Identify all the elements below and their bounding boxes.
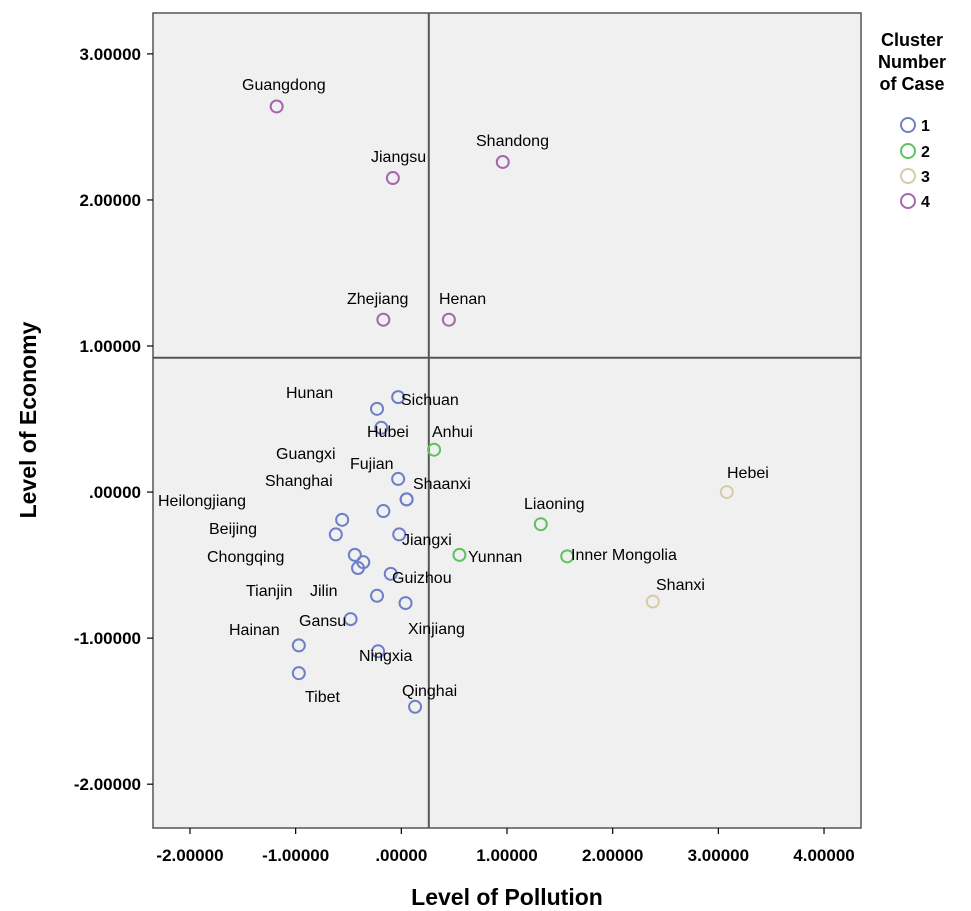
point-label: Inner Mongolia xyxy=(571,547,677,564)
data-point-tibet xyxy=(291,666,306,681)
x-tick-label: -1.00000 xyxy=(262,846,329,865)
data-point-tianjin xyxy=(351,561,366,576)
point-label: Guangdong xyxy=(242,77,326,94)
data-point-sichuan xyxy=(391,390,406,405)
data-point-jiangxi xyxy=(392,527,407,542)
x-tick-label: -2.00000 xyxy=(156,846,223,865)
x-tick-label: 3.00000 xyxy=(688,846,749,865)
data-point-guangxi xyxy=(391,471,406,486)
y-axis-ticks: 3.00000 2.00000 1.00000 .00000 -1.00000 -2.00… xyxy=(74,45,153,794)
point-label: Shaanxi xyxy=(413,476,471,493)
x-tick-label: 4.00000 xyxy=(793,846,854,865)
legend-marker-1 xyxy=(900,117,916,133)
point-label-tianjin: Tianjin xyxy=(246,583,293,600)
x-axis-title: Level of Pollution xyxy=(411,884,603,910)
data-point-hubei xyxy=(374,420,389,435)
point-label: Beijing xyxy=(209,521,257,538)
y-tick-label: 3.00000 xyxy=(80,45,141,64)
x-tick-label: .00000 xyxy=(375,846,427,865)
data-point-guangdong xyxy=(269,99,284,114)
legend-title-line: Number xyxy=(878,52,946,72)
legend-label: 3 xyxy=(921,169,930,186)
point-label: Xinjiang xyxy=(408,621,465,638)
data-point-henan xyxy=(441,312,456,327)
data-point-hainan xyxy=(291,638,306,653)
point-label: Jilin xyxy=(310,583,338,600)
x-tick-label: 2.00000 xyxy=(582,846,643,865)
point-label: Anhui xyxy=(432,424,473,441)
data-point-hebei xyxy=(719,485,734,500)
y-axis-title: Level of Economy xyxy=(15,321,41,518)
legend-marker-3 xyxy=(900,168,916,184)
point-label: Henan xyxy=(439,291,486,308)
data-point-shanxi xyxy=(645,594,660,609)
data-point-shanghai xyxy=(376,504,391,519)
point-label: Yunnan xyxy=(468,549,522,566)
point-label: Chongqing xyxy=(207,549,284,566)
x-tick-label: 1.00000 xyxy=(476,846,537,865)
data-point-yunnan xyxy=(452,547,467,562)
data-point-hunan xyxy=(370,401,385,416)
point-label: Hubei xyxy=(367,424,409,441)
point-label: Shanxi xyxy=(656,577,705,594)
data-point-liaoning xyxy=(533,517,548,532)
point-label: Guangxi xyxy=(276,446,336,463)
reference-lines xyxy=(153,13,861,828)
legend-label: 4 xyxy=(921,194,930,211)
point-label: Liaoning xyxy=(524,496,585,513)
y-tick-label: .00000 xyxy=(89,483,141,502)
data-point-chongqing xyxy=(347,547,362,562)
point-label: Jiangsu xyxy=(371,149,426,166)
data-point-jiangsu xyxy=(385,171,400,186)
legend-marker-4 xyxy=(900,193,916,209)
y-tick-label: 2.00000 xyxy=(80,191,141,210)
point-label: Fujian xyxy=(350,456,394,473)
legend-title-line: Cluster xyxy=(881,30,943,50)
data-point-gansu xyxy=(343,612,358,627)
plot-area xyxy=(152,12,862,829)
legend-label: 1 xyxy=(921,118,930,135)
point-label: Tibet xyxy=(305,689,341,706)
data-points xyxy=(269,99,734,714)
point-label: Gansu xyxy=(299,613,346,630)
point-label: Shanghai xyxy=(265,473,333,490)
data-point-inner-mongolia xyxy=(560,549,575,564)
point-label: Ningxia xyxy=(359,648,412,665)
y-tick-label: 1.00000 xyxy=(80,337,141,356)
data-point-zhejiang xyxy=(376,312,391,327)
point-label: Jiangxi xyxy=(402,532,452,549)
y-tick-label: -1.00000 xyxy=(74,629,141,648)
point-label: Guizhou xyxy=(392,570,452,587)
data-point-beijing xyxy=(328,527,343,542)
data-point-anhui xyxy=(427,442,442,457)
legend-label: 2 xyxy=(921,144,930,161)
data-point-guizhou xyxy=(383,566,398,581)
point-label: Hunan xyxy=(286,385,333,402)
data-point-heilongjiang xyxy=(335,512,350,527)
data-point-qinghai xyxy=(408,699,423,714)
point-label: Zhejiang xyxy=(347,291,408,308)
legend-marker-2 xyxy=(900,143,916,159)
point-label: Hainan xyxy=(229,622,280,639)
data-point-xinjiang xyxy=(398,596,413,611)
x-axis-ticks: -2.00000 -1.00000 .00000 1.00000 2.00000 3.00… xyxy=(156,828,855,865)
data-point-jilin xyxy=(370,588,385,603)
data-point-ningxia xyxy=(371,644,386,659)
point-label: Sichuan xyxy=(401,392,459,409)
point-label: Heilongjiang xyxy=(158,493,246,510)
data-point-shaanxi xyxy=(399,492,414,507)
data-point-shandong xyxy=(495,154,510,169)
point-label: Shandong xyxy=(476,133,549,150)
legend-title-line: of Case xyxy=(879,74,944,94)
y-tick-label: -2.00000 xyxy=(74,775,141,794)
point-label: Hebei xyxy=(727,465,769,482)
point-label: Qinghai xyxy=(402,683,457,700)
